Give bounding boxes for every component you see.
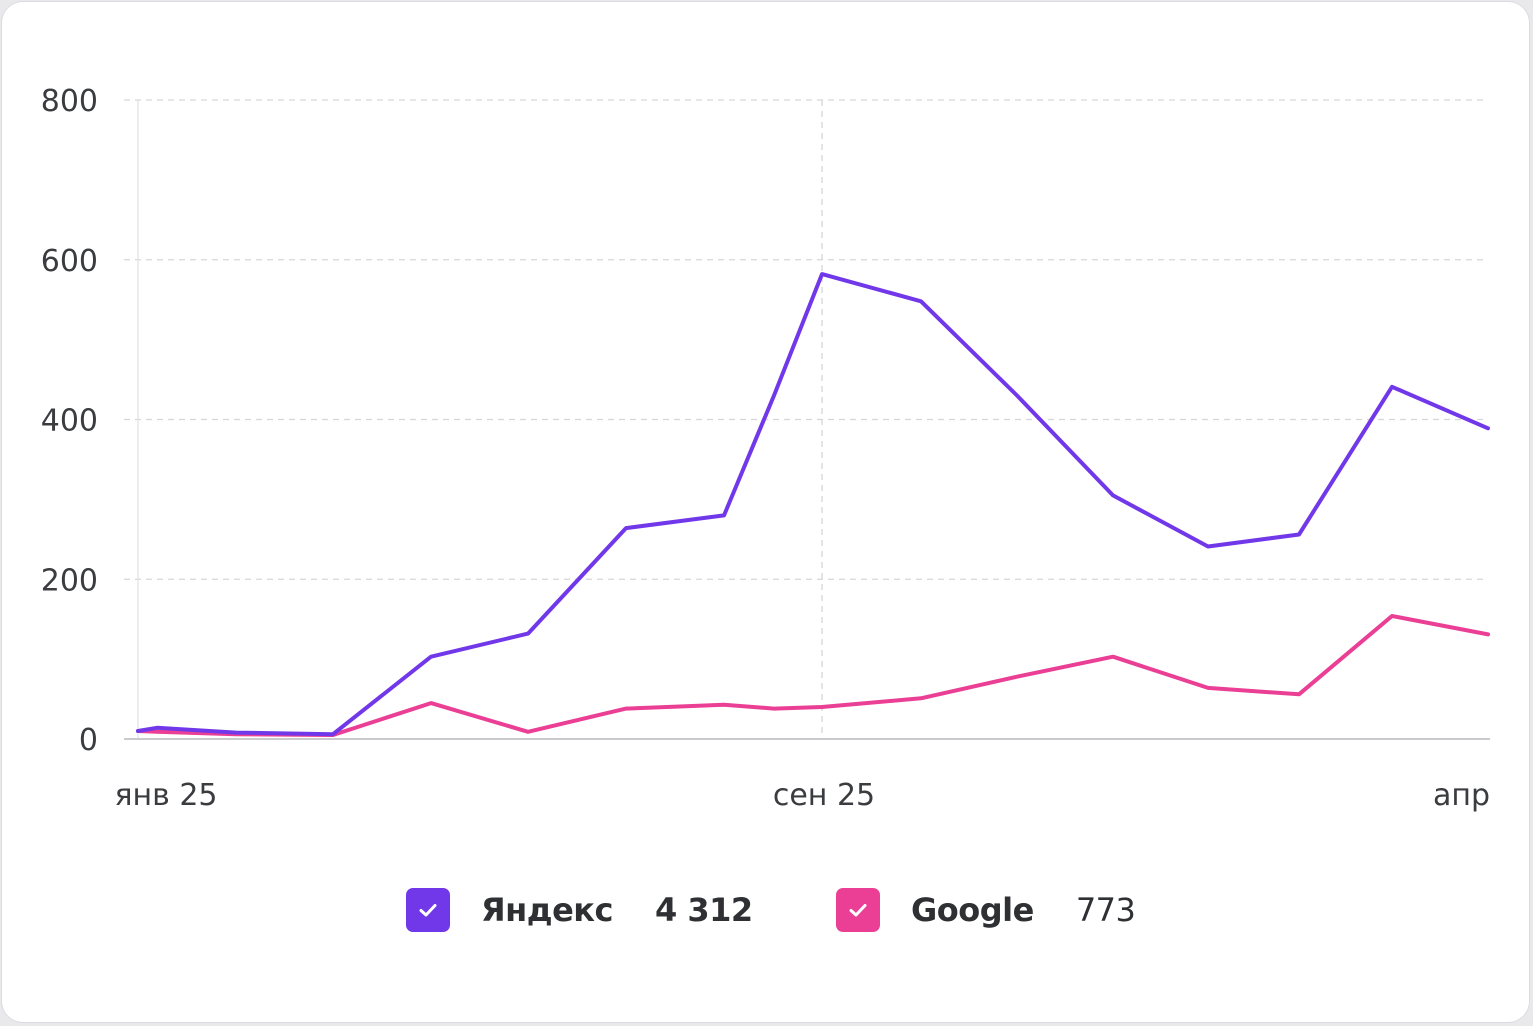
legend-checkbox-yandex[interactable] — [406, 888, 450, 932]
data-point — [331, 732, 335, 736]
data-point — [624, 707, 628, 711]
checkmark-icon — [419, 904, 437, 917]
series-google — [136, 614, 1490, 737]
y-tick-label: 800 — [41, 84, 98, 119]
line-chart: 0 200 400 600 800 янв 25 сен 25 апр — [41, 84, 1490, 813]
data-point — [772, 394, 776, 398]
data-point — [919, 299, 923, 303]
data-point — [429, 701, 433, 705]
data-point — [1015, 394, 1019, 398]
data-point — [1206, 686, 1210, 690]
x-tick-label: апр — [1433, 778, 1490, 813]
data-point — [722, 513, 726, 517]
data-point — [526, 730, 530, 734]
legend-value-yandex: 4 312 — [654, 891, 753, 929]
series-line — [136, 614, 1490, 737]
chart-legend: Яндекс 4 312 Google 773 — [2, 885, 1529, 935]
checkmark-icon — [849, 904, 867, 917]
legend-item-google[interactable]: Google 773 — [836, 885, 1136, 935]
series-yandex — [136, 272, 1490, 737]
data-point — [919, 696, 923, 700]
data-point — [820, 705, 824, 709]
y-tick-label: 0 — [79, 723, 98, 758]
data-point — [624, 526, 628, 530]
y-tick-label: 400 — [41, 404, 98, 439]
data-point — [1111, 655, 1115, 659]
data-point — [1015, 675, 1019, 679]
data-point — [234, 731, 238, 735]
x-tick-label: янв 25 — [114, 778, 217, 813]
data-point — [1206, 545, 1210, 549]
legend-value-google: 773 — [1075, 891, 1136, 929]
data-point — [526, 632, 530, 636]
data-point — [1297, 533, 1301, 537]
y-tick-label: 600 — [41, 244, 98, 279]
y-tick-label: 200 — [41, 563, 98, 598]
data-point — [1390, 614, 1394, 618]
data-point — [429, 655, 433, 659]
data-point — [1297, 692, 1301, 696]
x-tick-label: сен 25 — [773, 778, 875, 813]
legend-item-yandex[interactable]: Яндекс 4 312 — [406, 885, 753, 935]
legend-checkbox-google[interactable] — [836, 888, 880, 932]
data-point — [1486, 632, 1490, 636]
legend-label-google: Google — [911, 891, 1034, 929]
data-point — [772, 707, 776, 711]
data-point — [820, 272, 824, 276]
data-point — [1111, 493, 1115, 497]
data-point — [155, 726, 159, 730]
legend-label-yandex: Яндекс — [481, 891, 613, 929]
data-point — [1486, 426, 1490, 430]
data-point — [1390, 385, 1394, 389]
data-point — [722, 703, 726, 707]
series-line — [136, 272, 1490, 737]
data-point — [136, 729, 140, 733]
data-point — [155, 730, 159, 734]
